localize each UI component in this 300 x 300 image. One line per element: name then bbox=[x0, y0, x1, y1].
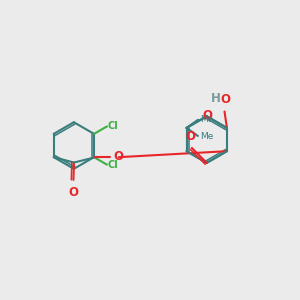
Text: H: H bbox=[211, 92, 220, 105]
Text: Cl: Cl bbox=[107, 160, 118, 170]
Text: O: O bbox=[185, 130, 195, 142]
Text: Me: Me bbox=[200, 132, 214, 141]
Text: Me: Me bbox=[200, 115, 214, 124]
Text: Cl: Cl bbox=[107, 121, 118, 131]
Text: O: O bbox=[113, 150, 123, 163]
Text: O: O bbox=[68, 185, 78, 199]
Text: O: O bbox=[202, 109, 213, 122]
Text: O: O bbox=[220, 93, 230, 106]
